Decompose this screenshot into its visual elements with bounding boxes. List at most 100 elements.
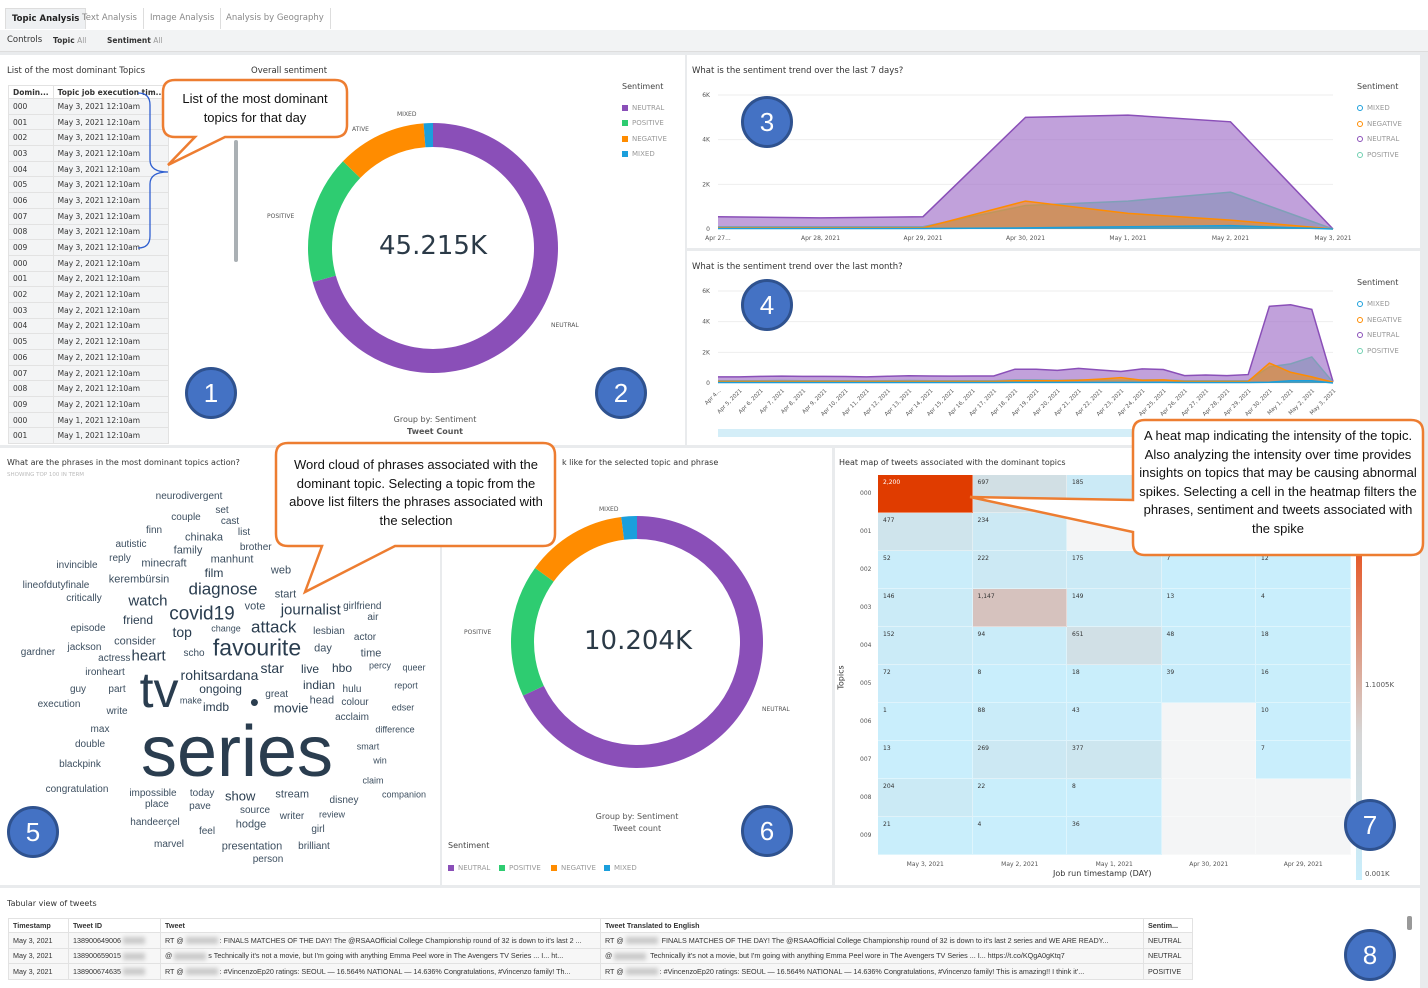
- heatmap-cell[interactable]: 16: [1256, 665, 1351, 703]
- word-place[interactable]: place: [144, 799, 169, 811]
- scrollbar[interactable]: [234, 140, 238, 262]
- word-hbo[interactable]: hbo: [331, 661, 353, 675]
- word-double[interactable]: double: [74, 739, 106, 750]
- word-review[interactable]: review: [318, 809, 346, 820]
- word-critically[interactable]: critically: [66, 593, 102, 604]
- legend-item-neutral[interactable]: NEUTRAL: [1357, 331, 1399, 339]
- heatmap-cell[interactable]: 377: [1067, 741, 1162, 779]
- word-edser[interactable]: edser: [391, 702, 415, 713]
- word-star[interactable]: star: [260, 659, 284, 676]
- heatmap-cell[interactable]: 13: [1161, 589, 1256, 627]
- word-acclaim[interactable]: acclaim: [335, 711, 370, 723]
- heatmap-cell[interactable]: 697: [972, 475, 1067, 513]
- heatmap-cell[interactable]: 36: [1067, 817, 1162, 855]
- word-queer[interactable]: queer: [402, 662, 426, 673]
- word-time[interactable]: time: [360, 647, 382, 660]
- table-row[interactable]: May 3, 2021 138900659015 @ s Technically …: [8, 947, 1193, 964]
- heatmap-cell[interactable]: [1161, 703, 1256, 741]
- word-disney[interactable]: disney: [329, 795, 359, 806]
- col-header[interactable]: Tweet ID: [68, 918, 161, 933]
- heatmap-cell[interactable]: 175: [1067, 551, 1162, 589]
- heatmap-cell[interactable]: 18: [1256, 627, 1351, 665]
- donut-slice-positive[interactable]: [511, 567, 554, 696]
- legend-item-neutral[interactable]: NEUTRAL: [622, 104, 664, 112]
- legend-item-positive[interactable]: POSITIVE: [1357, 347, 1399, 355]
- word-source[interactable]: source: [239, 805, 271, 816]
- word-episode[interactable]: episode: [70, 623, 106, 634]
- word-film[interactable]: film: [204, 566, 224, 581]
- word-start[interactable]: start: [274, 588, 297, 601]
- word-lineofdutyfinale[interactable]: lineofdutyfinale: [22, 580, 90, 591]
- heatmap-cell[interactable]: 222: [972, 551, 1067, 589]
- word-attack[interactable]: attack: [251, 617, 297, 637]
- heatmap-cell[interactable]: 72: [878, 665, 973, 703]
- word-friend[interactable]: friend: [122, 613, 154, 627]
- word-watch[interactable]: watch: [128, 592, 168, 610]
- legend-item-mixed[interactable]: MIXED: [622, 150, 655, 158]
- heatmap-cell[interactable]: 234: [972, 513, 1067, 551]
- word-girlfriend[interactable]: girlfriend: [343, 600, 382, 612]
- legend-item-negative[interactable]: NEGATIVE: [1357, 120, 1402, 128]
- word-indian[interactable]: indian: [302, 678, 336, 692]
- word-brilliant[interactable]: brilliant: [298, 841, 330, 852]
- word-series[interactable]: series: [140, 712, 334, 792]
- legend-item-mixed[interactable]: MIXED: [1357, 104, 1390, 112]
- table-row[interactable]: 009 May 2, 2021 12:10am: [8, 396, 170, 413]
- tab-text-analysis[interactable]: Text Analysis: [76, 8, 144, 29]
- heatmap-cell[interactable]: 13: [878, 741, 973, 779]
- heatmap-cell[interactable]: 48: [1161, 627, 1256, 665]
- word-feel[interactable]: feel: [198, 826, 216, 837]
- heatmap-cell[interactable]: 8: [1067, 779, 1162, 817]
- table-row[interactable]: 000 May 1, 2021 12:10am: [8, 411, 170, 429]
- heatmap-cell[interactable]: 88: [972, 703, 1067, 741]
- legend-item-positive[interactable]: POSITIVE: [499, 864, 541, 872]
- word-manhunt[interactable]: manhunt: [210, 553, 254, 566]
- word-web[interactable]: web: [270, 564, 292, 577]
- word-minecraft[interactable]: minecraft: [141, 557, 187, 570]
- area-negative[interactable]: [718, 201, 1333, 229]
- legend-item-mixed[interactable]: MIXED: [604, 864, 637, 872]
- word-ongoing[interactable]: ongoing: [199, 681, 242, 696]
- legend-item-positive[interactable]: POSITIVE: [622, 119, 664, 127]
- table-row[interactable]: 001 May 1, 2021 12:10am: [8, 427, 170, 445]
- word-live[interactable]: live: [300, 662, 320, 676]
- tab-analysis-by-geography[interactable]: Analysis by Geography: [220, 8, 331, 29]
- word-journalist[interactable]: journalist: [280, 601, 341, 619]
- word-smart[interactable]: smart: [356, 741, 380, 752]
- word-kerembürsin[interactable]: kerembürsin: [108, 573, 170, 586]
- word-cast[interactable]: cast: [220, 516, 240, 527]
- word-presentation[interactable]: presentation: [221, 840, 283, 853]
- area-neutral[interactable]: [718, 115, 1333, 229]
- word-movie[interactable]: movie: [273, 700, 309, 716]
- word-lesbian[interactable]: lesbian: [313, 626, 345, 637]
- word-set[interactable]: set: [215, 505, 229, 516]
- table-row[interactable]: 006 May 2, 2021 12:10am: [8, 349, 170, 366]
- table-row[interactable]: 000 May 2, 2021 12:10am: [8, 254, 170, 272]
- word-neurodivergent[interactable]: neurodivergent: [155, 491, 223, 502]
- word-chinaka[interactable]: chinaka: [185, 531, 223, 544]
- word-report[interactable]: report: [394, 680, 418, 691]
- table-row[interactable]: 001 May 2, 2021 12:10am: [8, 270, 170, 288]
- word-difference[interactable]: difference: [375, 724, 415, 735]
- word-air[interactable]: air: [367, 612, 379, 624]
- heatmap-cell[interactable]: [1161, 817, 1256, 855]
- word-handeerçel[interactable]: handeerçel: [130, 817, 180, 828]
- word-jackson[interactable]: jackson: [67, 642, 102, 654]
- word-companion[interactable]: companion: [381, 789, 427, 800]
- sentiment-filter[interactable]: Sentiment All: [107, 36, 163, 45]
- word-great[interactable]: great: [265, 688, 289, 700]
- donut-slice-mixed[interactable]: [423, 123, 433, 148]
- word-hulu[interactable]: hulu: [342, 684, 362, 695]
- word-dot[interactable]: •: [249, 686, 260, 717]
- word-couple[interactable]: couple: [171, 512, 201, 523]
- area-neutral[interactable]: [718, 304, 1333, 383]
- scrollbar[interactable]: [1407, 916, 1412, 930]
- heatmap-cell[interactable]: [1256, 817, 1351, 855]
- heatmap-cell[interactable]: 2,200: [878, 475, 973, 513]
- word-vote[interactable]: vote: [244, 600, 266, 613]
- word-imdb[interactable]: imdb: [202, 700, 230, 714]
- word-invincible[interactable]: invincible: [56, 560, 98, 571]
- word-show[interactable]: show: [225, 788, 256, 804]
- word-ironheart[interactable]: ironheart: [85, 667, 125, 678]
- tab-image-analysis[interactable]: Image Analysis: [144, 8, 222, 29]
